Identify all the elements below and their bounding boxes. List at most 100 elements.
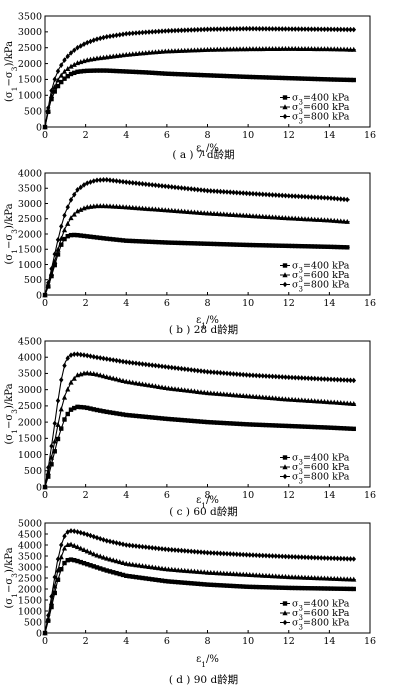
data-point: [166, 240, 171, 245]
data-point: [282, 215, 289, 221]
data-point: [276, 423, 282, 428]
data-point: [42, 484, 48, 490]
data-point: [247, 212, 253, 218]
data-point: [257, 243, 262, 248]
data-point: [172, 184, 178, 191]
data-point: [85, 234, 90, 239]
data-point: [74, 208, 81, 214]
data-point: [302, 76, 308, 81]
data-point: [302, 26, 308, 32]
data-point: [309, 194, 314, 200]
data-point: [228, 26, 233, 32]
data-point: [78, 351, 83, 358]
y-tick-label: 500: [24, 617, 42, 628]
data-point: [267, 243, 272, 248]
data-point: [107, 177, 113, 183]
data-point: [192, 27, 197, 33]
data-point: [55, 567, 61, 573]
data-point: [94, 371, 100, 377]
data-point: [120, 560, 126, 566]
data-point: [351, 586, 356, 592]
data-point: [137, 414, 142, 419]
x-tick-label: 8: [204, 636, 210, 647]
data-point: [59, 62, 64, 68]
data-point: [136, 562, 142, 568]
data-point: [72, 405, 77, 411]
data-point: [65, 557, 70, 563]
data-point: [133, 180, 139, 186]
data-point: [276, 585, 282, 590]
x-tick-label: 6: [164, 130, 170, 141]
data-point: [159, 416, 165, 421]
data-point: [334, 46, 341, 52]
data-point: [182, 208, 188, 214]
data-point: [315, 575, 321, 581]
data-point: [176, 365, 181, 372]
data-point: [257, 191, 262, 197]
data-point: [266, 214, 272, 220]
data-point: [91, 407, 96, 412]
data-point: [351, 26, 356, 33]
data-point: [305, 216, 311, 222]
data-point: [52, 76, 57, 83]
data-point: [325, 195, 330, 201]
data-point: [198, 581, 204, 587]
y-tick-label: 1000: [18, 260, 42, 271]
data-point: [231, 26, 236, 32]
data-point: [189, 418, 194, 424]
data-point: [117, 540, 122, 547]
data-point: [120, 541, 126, 548]
data-point: [178, 567, 185, 573]
data-point: [289, 76, 295, 81]
data-point: [341, 586, 347, 592]
data-point: [221, 73, 226, 79]
data-point: [165, 566, 172, 572]
data-point: [62, 212, 67, 219]
data-point: [279, 573, 285, 579]
data-point: [169, 27, 174, 34]
data-point: [143, 239, 148, 244]
data-point: [140, 239, 145, 244]
data-point: [211, 241, 217, 247]
data-point: [163, 28, 168, 34]
series-triangle: [42, 203, 350, 298]
data-point: [302, 574, 308, 580]
data-point: [273, 553, 278, 559]
x-tick-label: 6: [164, 636, 170, 647]
data-point: [231, 74, 236, 79]
data-point: [338, 400, 344, 406]
data-point: [201, 569, 207, 575]
data-point: [127, 179, 132, 186]
data-point: [286, 75, 291, 81]
data-point: [282, 573, 289, 579]
data-point: [332, 244, 337, 250]
data-point: [312, 554, 317, 561]
data-point: [338, 196, 343, 202]
data-point: [267, 585, 272, 590]
data-point: [94, 407, 100, 413]
data-point: [263, 75, 269, 80]
data-point: [85, 68, 90, 74]
data-point: [59, 223, 64, 230]
data-point: [55, 421, 61, 427]
data-point: [159, 71, 165, 76]
y-axis-label: (σ1−σ3)/kPa: [4, 41, 19, 102]
data-point: [302, 244, 308, 249]
data-point: [195, 367, 200, 374]
data-point: [306, 244, 311, 249]
data-point: [156, 363, 161, 369]
data-point: [72, 70, 77, 76]
data-point: [347, 576, 354, 582]
data-point: [224, 370, 230, 377]
data-point: [98, 566, 103, 571]
data-point: [149, 382, 155, 388]
data-point: [198, 241, 204, 246]
data-point: [270, 585, 275, 590]
data-point: [62, 57, 67, 63]
y-tick-label: 3500: [18, 184, 42, 195]
data-point: [269, 573, 276, 579]
x-tick-label: 14: [323, 490, 335, 501]
data-point: [215, 73, 220, 78]
data-point: [195, 568, 201, 574]
data-point: [254, 191, 259, 197]
